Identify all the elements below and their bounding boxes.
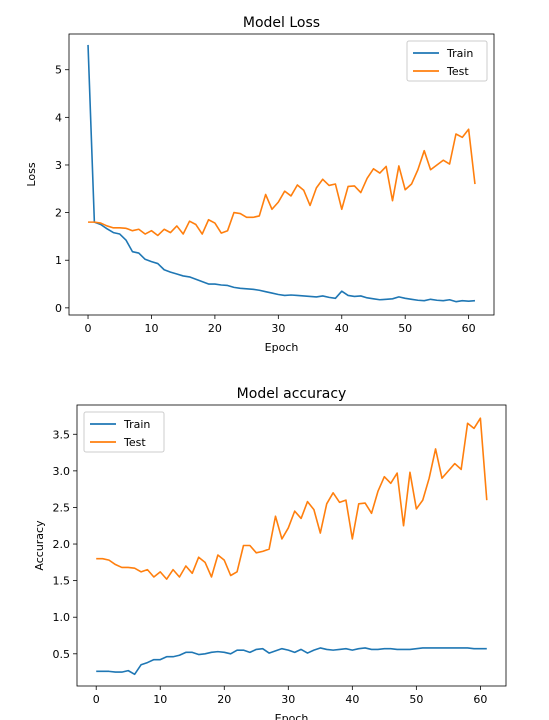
- y-tick-label: 2: [55, 207, 62, 220]
- y-tick-label: 3.0: [53, 465, 71, 478]
- series-line-train: [96, 647, 487, 676]
- y-tick-label: 2.0: [53, 538, 71, 551]
- legend-label-test: Test: [123, 436, 146, 449]
- legend: Train Test: [406, 40, 488, 82]
- legend-label-train: Train: [446, 47, 473, 60]
- x-tick-label: 10: [153, 693, 167, 706]
- plot-frame: [76, 404, 507, 687]
- x-tick-label: 40: [335, 322, 349, 335]
- x-tick-label: 50: [398, 322, 412, 335]
- y-tick-label: 1.0: [53, 611, 71, 624]
- x-tick-label: 30: [271, 322, 285, 335]
- y-tick-label: 1.5: [53, 575, 71, 588]
- plot-frame: [68, 33, 495, 316]
- y-tick-label: 3: [55, 159, 62, 172]
- x-tick-label: 60: [462, 322, 476, 335]
- chart-1: Model accuracy Epoch Accuracy 0 10 20 30 40 50 60…: [33, 386, 507, 720]
- x-tick-label: 50: [409, 693, 423, 706]
- y-tick-label: 0.5: [53, 648, 71, 661]
- x-tick-label: 40: [345, 693, 359, 706]
- chart-title: Model Loss: [243, 15, 320, 31]
- series-line-train: [87, 44, 476, 303]
- x-tick-label: 10: [144, 322, 158, 335]
- x-tick-label: 60: [473, 693, 487, 706]
- x-axis-label: Epoch: [265, 341, 299, 354]
- x-tick-label: 0: [85, 322, 92, 335]
- x-tick-label: 30: [281, 693, 295, 706]
- x-axis-label: Epoch: [275, 712, 309, 720]
- y-axis-label: Loss: [25, 162, 38, 186]
- chart-0: Model Loss Epoch Loss 0 10 20 30 40 50 60 0 1 2 3 4 5 Tr…: [25, 15, 495, 354]
- y-tick-label: 5: [55, 64, 62, 77]
- x-tick-label: 20: [217, 693, 231, 706]
- y-tick-label: 2.5: [53, 501, 71, 514]
- chart-title: Model accuracy: [237, 386, 347, 402]
- y-tick-label: 3.5: [53, 428, 71, 441]
- x-tick-label: 20: [208, 322, 222, 335]
- legend-label-test: Test: [446, 65, 469, 78]
- y-tick-label: 0: [55, 302, 62, 315]
- x-tick-label: 0: [93, 693, 100, 706]
- y-axis-label: Accuracy: [33, 520, 46, 571]
- series-line-test: [88, 128, 476, 237]
- legend-label-train: Train: [123, 418, 150, 431]
- series-line-test: [96, 417, 488, 580]
- y-tick-label: 4: [55, 111, 62, 124]
- y-tick-label: 1: [55, 254, 62, 267]
- legend: Train Test: [83, 411, 165, 453]
